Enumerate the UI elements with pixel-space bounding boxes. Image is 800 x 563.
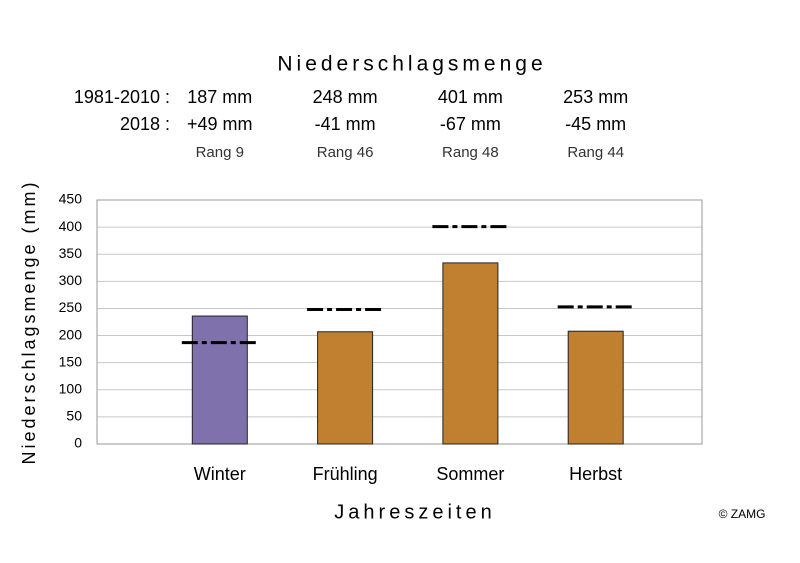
y-tick-label: 350 (59, 245, 83, 261)
y-tick-label: 150 (59, 353, 83, 369)
x-tick-label: Sommer (436, 464, 504, 484)
chart-title: Niederschlagsmenge (277, 53, 546, 76)
header-cell: 253 mm (563, 87, 628, 107)
header-label: 1981-2010 : (74, 87, 170, 107)
bar (191, 315, 248, 445)
y-tick-label: 400 (59, 218, 83, 234)
x-axis-title: Jahreszeiten (334, 501, 495, 523)
y-tick-label: 300 (59, 272, 83, 288)
header-label: 2018 : (120, 114, 170, 134)
header-cell: +49 mm (187, 114, 253, 134)
x-tick-label: Frühling (313, 464, 378, 484)
y-tick-label: 450 (59, 191, 83, 207)
plot-border (96, 199, 703, 445)
credit: © ZAMG (719, 507, 766, 521)
header-cell: 187 mm (187, 87, 252, 107)
header-cell: 248 mm (313, 87, 378, 107)
y-tick-label: 200 (59, 326, 83, 342)
header-cell: -41 mm (315, 114, 376, 134)
bar (442, 262, 499, 445)
rank-label: Rang 48 (442, 144, 499, 161)
header-cell: 401 mm (438, 87, 503, 107)
header-cell: -45 mm (565, 114, 626, 134)
x-tick-label: Herbst (569, 464, 622, 484)
bar (567, 330, 624, 445)
bar (317, 331, 374, 445)
y-tick-label: 250 (59, 299, 83, 315)
y-tick-label: 50 (66, 408, 82, 424)
rank-label: Rang 44 (567, 144, 624, 161)
y-tick-label: 100 (59, 380, 83, 396)
header-cell: -67 mm (440, 114, 501, 134)
y-tick-label: 0 (74, 435, 82, 451)
x-tick-label: Winter (194, 464, 246, 484)
rank-label: Rang 46 (317, 144, 374, 161)
y-axis-title: Niederschlagsmenge (mm) (19, 179, 39, 464)
rank-label: Rang 9 (196, 144, 244, 161)
